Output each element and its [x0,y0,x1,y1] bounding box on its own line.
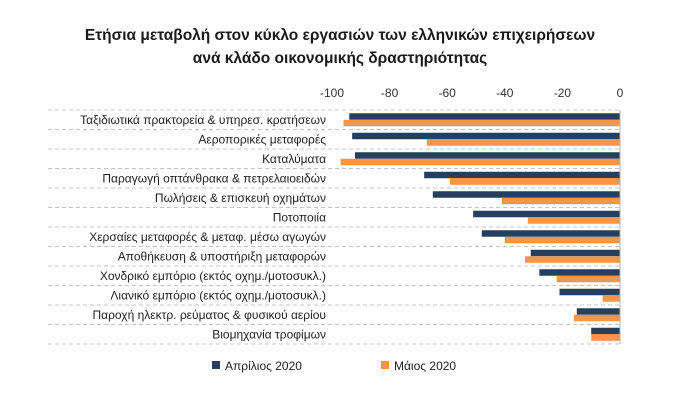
bar-may [556,275,620,283]
bar-may [501,197,620,205]
grid-lines [48,109,620,345]
legend-label: Μάιος 2020 [394,359,456,373]
bar-april [539,269,620,276]
bar-april [591,327,620,335]
bar-may [340,158,620,166]
bar-april [352,132,620,140]
bar-april [559,288,620,296]
bar-may [524,256,620,263]
bar-may [504,236,620,244]
category-label: Λιανικό εμπόριο (εκτός οχημ./μοτοσυκλ.) [110,288,326,302]
chart-subtitle: ανά κλάδο οικονομικής δραστηριότητας [193,50,487,67]
bar-may [591,334,620,341]
legend-label: Απρίλιος 2020 [225,359,302,373]
bar-may [343,119,620,127]
category-label: Αποθήκευση & υποστήριξη μεταφορών [118,249,326,263]
x-tick-label: -20 [554,86,572,100]
category-label: Καταλύματα [262,152,326,166]
category-label: Ποτοποιία [273,210,326,224]
category-label: Χονδρικό εμπόριο (εκτός οχημ./μοτοσυκλ.) [100,269,326,283]
bar-april [355,152,620,159]
bar-may [602,295,620,302]
bar-april [432,191,620,198]
bar-april [576,308,620,315]
category-label: Χερσαίες μεταφορές & μεταφ. μέσω αγωγών [89,230,326,244]
legend-swatch [381,361,389,369]
bar-may [573,314,620,322]
legend: Απρίλιος 2020 Μάιος 2020 [212,359,456,373]
category-label: Πωλήσεις & επισκευή οχημάτων [155,191,326,205]
bar-may [527,217,620,224]
category-label: Παροχή ηλεκτρ. ρεύματος & φυσικού αερίου [93,308,327,322]
bar-april [349,113,620,120]
bar-april [473,210,620,218]
category-label: Παραγωγή οπτάνθρακα & πετρελαιοειδών [102,171,326,185]
bars [340,113,620,341]
bar-april [530,249,620,257]
category-label: Βιομηχανία τροφίμων [212,327,326,341]
x-tick-label: -80 [381,86,399,100]
bar-april [481,230,620,237]
x-tick-label: -100 [320,86,344,100]
legend-swatch [212,361,220,369]
bar-may [427,139,620,146]
bar-may [450,178,620,185]
chart-title: Ετήσια μεταβολή στον κύκλο εργασιών των … [85,27,595,44]
bar-april [424,171,620,179]
x-tick-label: 0 [617,86,624,100]
x-tick-label: -40 [496,86,514,100]
category-label: Αεροπορικές μεταφορές [198,132,326,146]
category-labels: Ταξιδιωτικά πρακτορεία & υπηρεσ. κρατήσε… [80,113,326,342]
category-label: Ταξιδιωτικά πρακτορεία & υπηρεσ. κρατήσε… [80,113,326,127]
x-axis-ticks: -100 -80 -60 -40 -20 0 [320,86,624,100]
x-tick-label: -60 [439,86,457,100]
